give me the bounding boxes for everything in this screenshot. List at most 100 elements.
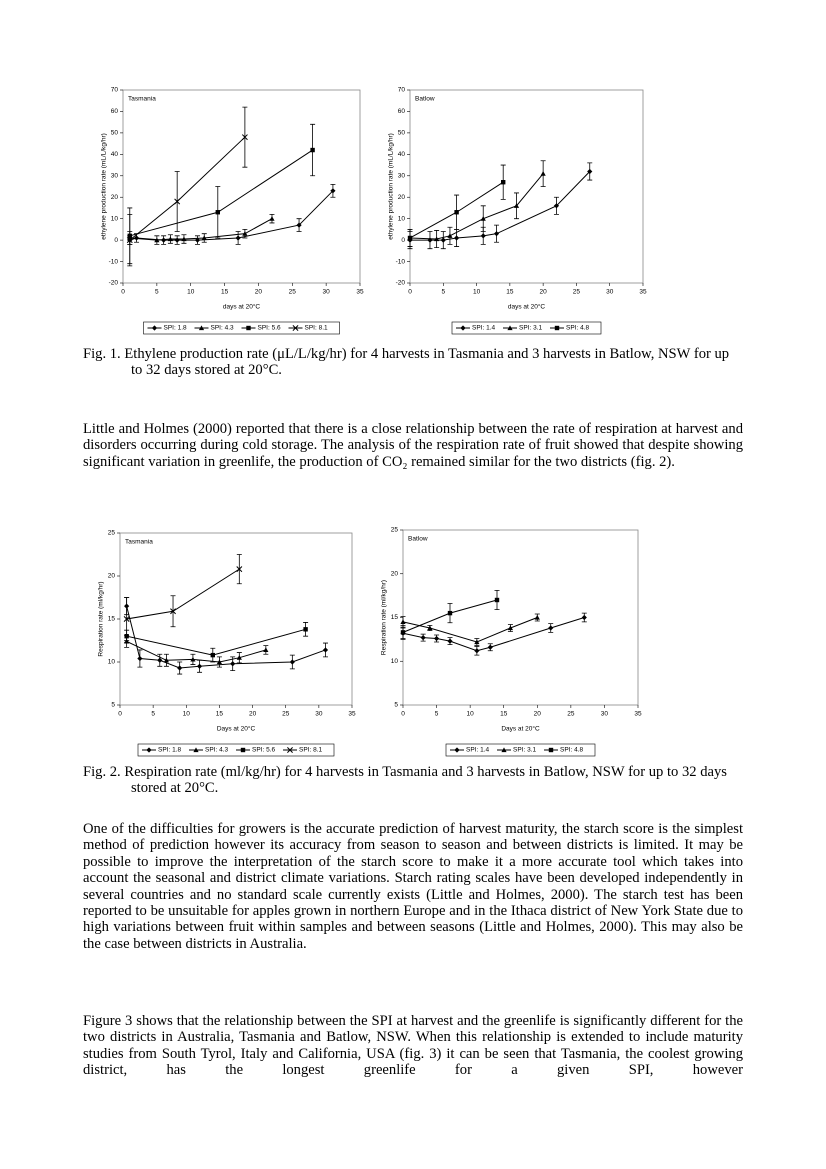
chart-title: Tasmania [125,539,153,546]
y-tick-label: 40 [398,151,406,158]
y-tick-label: 10 [108,659,116,666]
data-point [167,236,173,242]
x-tick-label: 30 [606,289,614,296]
data-point [447,610,453,616]
y-tick-label: 20 [111,194,119,201]
data-point [480,216,486,221]
plot-area [122,89,361,284]
data-point [123,616,130,622]
x-axis-label: Days at 20°C [501,725,540,733]
x-tick-label: 5 [441,289,445,296]
chart-title: Batlow [415,96,435,103]
data-point [501,180,506,185]
legend-label: SPI: 5.6 [258,325,282,332]
data-point [548,625,554,631]
y-tick-label: 0 [114,237,118,244]
legend-label: SPI: 4.3 [205,747,229,754]
series-line [409,173,544,240]
legend-box [445,743,596,757]
x-tick-label: 25 [282,711,290,718]
x-tick-label: 35 [639,289,647,296]
x-tick-label: 35 [634,711,642,718]
x-tick-label: 35 [348,711,356,718]
paragraph: Little and Holmes (2000) reported that t… [83,421,743,470]
legend-marker [246,325,251,331]
y-tick-label: 70 [398,87,406,94]
legend-label: SPI: 5.6 [252,747,276,754]
figure-caption: Fig. 1. Ethylene production rate (μL/L/k… [83,346,730,379]
data-point [400,630,406,635]
data-point [540,171,546,176]
legend-box [451,321,602,335]
legend-label: SPI: 1.8 [164,325,188,332]
data-point [427,625,433,631]
y-tick-label: 60 [398,108,406,115]
data-point [215,210,220,215]
legend-label: SPI: 3.1 [513,747,537,754]
data-point [534,614,540,620]
plot-area [402,529,639,706]
x-tick-label: 10 [187,289,195,296]
x-tick-label: 0 [408,289,412,296]
legend-label: SPI: 4.8 [566,325,590,332]
y-tick-label: 70 [111,87,119,94]
legend-marker [454,747,460,753]
legend-label: SPI: 1.8 [158,747,182,754]
data-point [210,652,215,658]
legend-marker [554,325,560,331]
data-point [454,210,459,215]
legend-marker [548,747,554,753]
x-tick-label: 35 [356,289,364,296]
y-tick-label: 20 [391,570,399,577]
data-point [241,134,248,141]
data-point [235,235,241,241]
x-axis-label: Days at 20°C [217,725,256,733]
data-point [310,147,315,153]
y-tick-label: -10 [396,258,406,265]
legend-marker [240,747,246,753]
data-point [507,625,514,631]
legend-marker [198,325,205,331]
x-tick-label: 20 [249,711,257,718]
legend-label: SPI: 4.3 [211,325,235,332]
legend-marker [501,747,507,753]
legend-label: SPI: 1.4 [466,747,490,754]
legend-marker [146,747,152,753]
data-point [216,659,223,665]
legend-marker [292,325,299,331]
data-point [553,203,560,209]
chart-title: Batlow [408,536,428,543]
y-tick-label: 5 [111,702,115,709]
data-point [161,237,167,243]
data-point [137,655,143,662]
paragraph: Figure 3 shows that the relationship bet… [83,1013,743,1079]
legend-label: SPI: 1.4 [472,325,496,332]
y-tick-label: 60 [111,108,119,115]
y-tick-label: 10 [111,215,119,222]
legend-label: SPI: 4.8 [560,747,584,754]
legend-marker [287,747,293,753]
x-tick-label: 5 [435,711,439,718]
y-tick-label: 40 [111,151,119,158]
plot-area [119,532,353,706]
data-point [242,231,248,236]
data-point [303,627,308,632]
chart: -20 -10 0 10 20 30 40 50 60 70 0 5 10 15 20 25 30 35 Batlo… [388,87,647,335]
data-point [236,655,242,660]
data-point [126,237,133,244]
y-axis-label: Respiration rate (ml/kg/hr) [381,580,388,655]
data-point [201,235,207,241]
series-line [126,605,326,669]
data-point [133,235,140,241]
data-point [587,168,593,175]
x-tick-label: 30 [315,711,323,718]
x-tick-label: 20 [540,289,548,296]
data-point [154,237,160,243]
legend-marker [151,325,158,331]
data-point [434,236,440,242]
x-tick-label: 0 [121,289,125,296]
legend-label: SPI: 3.1 [519,325,543,332]
legend-marker [193,747,199,753]
data-point [190,656,196,662]
